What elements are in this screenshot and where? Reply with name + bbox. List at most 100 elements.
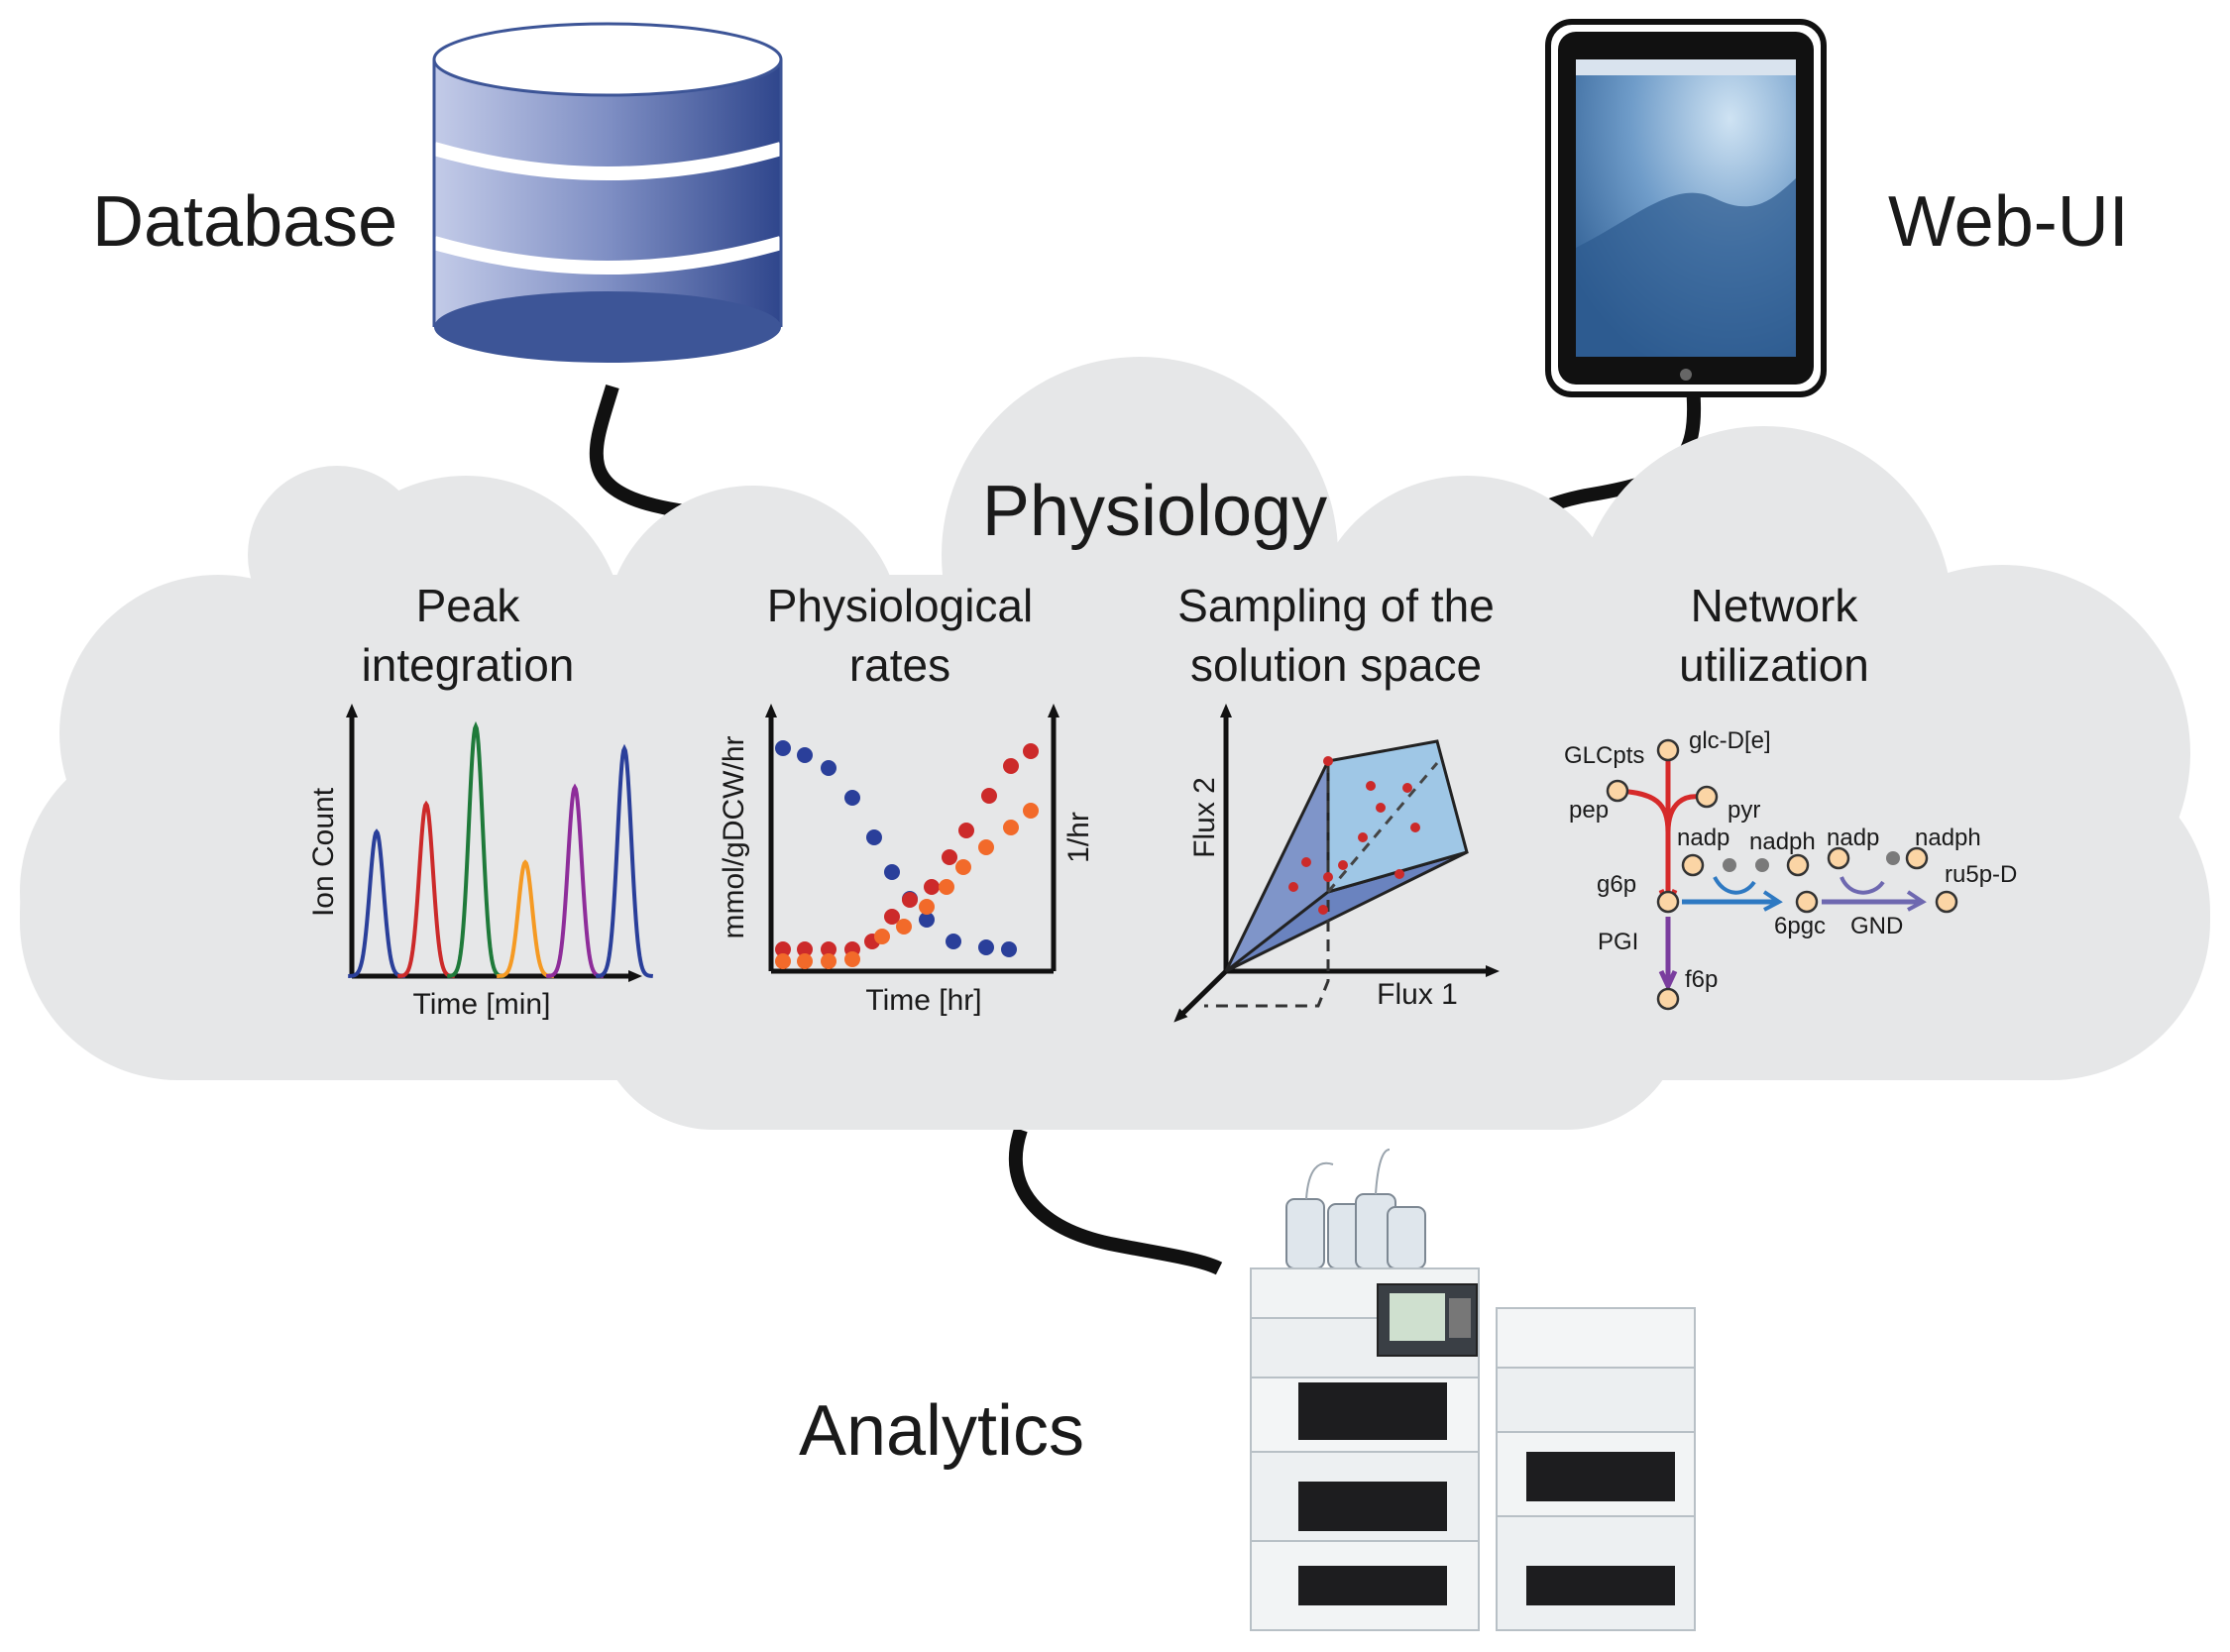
rate-point — [981, 788, 997, 804]
rate-point — [1023, 743, 1039, 759]
sampling-x-label: Flux 1 — [1377, 978, 1458, 1011]
rate-point — [955, 859, 971, 875]
node-gnd: GND — [1850, 913, 1903, 939]
rate-point — [946, 934, 961, 949]
sampling-z-axis — [1173, 969, 1228, 1023]
rate-point — [958, 823, 974, 838]
rate-point — [797, 941, 813, 957]
sample-point — [1402, 783, 1412, 793]
rate-point — [939, 879, 954, 895]
sample-point — [1318, 905, 1328, 915]
node-pyr: pyr — [1728, 797, 1760, 824]
rate-point — [821, 953, 836, 969]
peak-curves — [348, 720, 654, 978]
network-title-line1: Network — [1691, 580, 1859, 631]
rate-point — [884, 864, 900, 880]
node-pep: pep — [1569, 797, 1609, 824]
rate-point — [844, 790, 860, 806]
node-g6p: g6p — [1597, 871, 1636, 898]
sample-point — [1323, 756, 1333, 766]
peak-curve — [595, 743, 654, 978]
rate-point — [775, 740, 791, 756]
rate-point — [1003, 820, 1019, 835]
sampling-y-label: Flux 2 — [1188, 777, 1221, 858]
node-6pgc: 6pgc — [1774, 913, 1826, 939]
rate-point — [821, 941, 836, 957]
node-pgi: PGI — [1598, 929, 1638, 955]
database-icon — [432, 22, 783, 363]
peak-x-label: Time [min] — [413, 988, 551, 1021]
sampling-title-line1: Sampling of the — [1177, 580, 1495, 631]
rate-point — [775, 941, 791, 957]
rate-point — [874, 929, 890, 944]
rates-left-label: mmol/gDCW/hr — [718, 735, 750, 938]
webui-label: Web-UI — [1888, 182, 2129, 262]
hplc-instrument-image — [1250, 1149, 1696, 1631]
rates-x-label: Time [hr] — [865, 984, 981, 1017]
rate-point — [821, 760, 836, 776]
rate-point — [884, 909, 900, 925]
node-glcpts: GLCpts — [1564, 742, 1644, 769]
sample-point — [1358, 832, 1368, 842]
node-nadp-2: nadp — [1827, 825, 1879, 851]
peak-curve — [348, 828, 405, 978]
tablet-icon — [1545, 19, 1827, 397]
sample-point — [1338, 860, 1348, 870]
peak-title-line1: Peak — [416, 580, 521, 631]
sample-point — [1376, 803, 1386, 813]
node-f6p: f6p — [1685, 966, 1718, 993]
peak-curve — [446, 720, 505, 978]
sample-point — [1301, 857, 1311, 867]
rate-point — [902, 892, 918, 908]
peak-curve — [396, 800, 456, 978]
rate-point — [844, 951, 860, 967]
peak-title-line2: integration — [362, 639, 575, 691]
node-glc: glc-D[e] — [1689, 727, 1771, 754]
physiology-title: Physiology — [982, 472, 1327, 551]
analytics-label: Analytics — [799, 1391, 1084, 1471]
rate-point — [896, 919, 912, 935]
rate-point — [942, 849, 957, 865]
sample-point — [1394, 869, 1404, 879]
metabolite-nodes — [1606, 738, 1958, 1011]
database-label: Database — [92, 182, 397, 262]
network-panel: Network utilization GLCpts — [1564, 580, 2017, 1011]
rate-point — [797, 747, 813, 763]
physiological-rates-panel: Physiological rates Time [hr] mmol/gDCW/… — [718, 580, 1095, 1017]
rates-title-line1: Physiological — [767, 580, 1033, 631]
rate-point — [919, 912, 935, 928]
network-title-line2: utilization — [1679, 639, 1869, 691]
peak-y-label: Ion Count — [307, 787, 340, 917]
analytics-cable — [1009, 1127, 1223, 1275]
rate-point — [866, 829, 882, 845]
rate-point — [978, 939, 994, 955]
sampling-points — [1288, 756, 1420, 915]
sampling-panel: Sampling of the solution space Flux 1 Fl… — [1173, 580, 1500, 1023]
sample-point — [1323, 872, 1333, 882]
rates-points — [775, 740, 1039, 969]
node-nadph-1: nadph — [1749, 828, 1816, 855]
rates-right-label: 1/hr — [1062, 812, 1095, 863]
rate-point — [797, 953, 813, 969]
sample-point — [1288, 882, 1298, 892]
rate-point — [1023, 803, 1039, 819]
pep-pyr-arrow — [1617, 788, 1706, 833]
peak-curve — [545, 783, 605, 978]
node-ru5p: ru5p-D — [1945, 861, 2017, 888]
rate-point — [978, 839, 994, 855]
sample-point — [1410, 823, 1420, 832]
sampling-title-line2: solution space — [1190, 639, 1482, 691]
node-nadph-2: nadph — [1915, 825, 1981, 851]
rate-point — [919, 899, 935, 915]
solution-polytope — [1204, 739, 1469, 1008]
rates-title-line2: rates — [849, 639, 950, 691]
peak-curve — [497, 859, 554, 978]
node-nadp-1: nadp — [1677, 825, 1729, 851]
rate-point — [1003, 758, 1019, 774]
peak-integration-panel: Peak integration Time [min] Ion Count — [307, 580, 654, 1021]
rate-point — [775, 953, 791, 969]
sample-point — [1366, 781, 1376, 791]
rate-point — [924, 879, 940, 895]
